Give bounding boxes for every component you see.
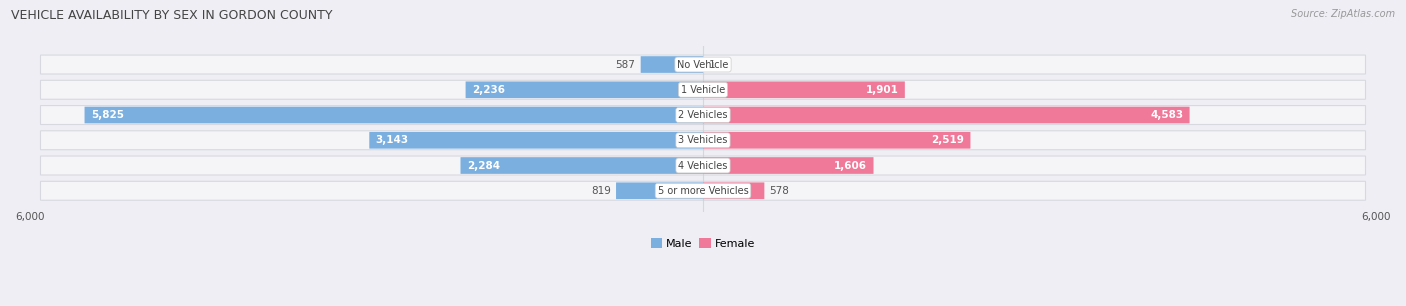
Legend: Male, Female: Male, Female [647,234,759,253]
Text: 4,583: 4,583 [1150,110,1184,120]
FancyBboxPatch shape [465,81,703,98]
FancyBboxPatch shape [41,131,1365,150]
Text: No Vehicle: No Vehicle [678,60,728,69]
Text: 1: 1 [709,60,716,69]
FancyBboxPatch shape [703,182,765,199]
Text: 1 Vehicle: 1 Vehicle [681,85,725,95]
FancyBboxPatch shape [41,156,1365,175]
Text: 2,519: 2,519 [931,135,965,145]
FancyBboxPatch shape [703,107,1189,123]
FancyBboxPatch shape [641,56,703,73]
FancyBboxPatch shape [703,81,905,98]
FancyBboxPatch shape [41,106,1365,125]
Text: 2,236: 2,236 [472,85,505,95]
Text: 2 Vehicles: 2 Vehicles [678,110,728,120]
FancyBboxPatch shape [41,55,1365,74]
Text: 5,825: 5,825 [91,110,124,120]
Text: 5 or more Vehicles: 5 or more Vehicles [658,186,748,196]
FancyBboxPatch shape [703,132,970,149]
FancyBboxPatch shape [370,132,703,149]
FancyBboxPatch shape [84,107,703,123]
Text: 1,606: 1,606 [834,161,868,170]
Text: 819: 819 [591,186,610,196]
FancyBboxPatch shape [461,157,703,174]
Text: 6,000: 6,000 [15,212,45,222]
Text: Source: ZipAtlas.com: Source: ZipAtlas.com [1291,9,1395,19]
FancyBboxPatch shape [616,182,703,199]
Text: 3 Vehicles: 3 Vehicles [678,135,728,145]
Text: 3,143: 3,143 [375,135,409,145]
Text: 587: 587 [616,60,636,69]
Text: VEHICLE AVAILABILITY BY SEX IN GORDON COUNTY: VEHICLE AVAILABILITY BY SEX IN GORDON CO… [11,9,333,22]
Text: 2,284: 2,284 [467,161,501,170]
Text: 1,901: 1,901 [866,85,898,95]
Text: 4 Vehicles: 4 Vehicles [678,161,728,170]
Text: 6,000: 6,000 [1361,212,1391,222]
FancyBboxPatch shape [41,181,1365,200]
FancyBboxPatch shape [703,157,873,174]
FancyBboxPatch shape [41,80,1365,99]
Text: 578: 578 [769,186,790,196]
